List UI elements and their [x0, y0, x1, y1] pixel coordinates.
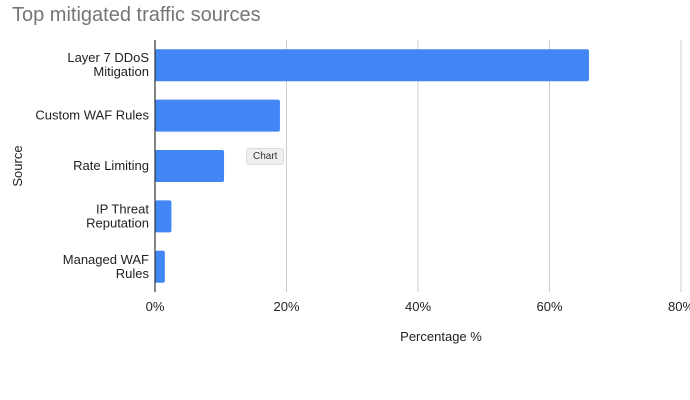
bar-2 — [155, 150, 225, 182]
x-tick-label-2: 40% — [405, 299, 431, 314]
x-tick-label-1: 20% — [273, 299, 299, 314]
category-label-0-0: Layer 7 DDoS — [67, 50, 149, 65]
category-label-3-1: Reputation — [86, 215, 149, 230]
category-label-4-0: Managed WAF — [63, 252, 149, 267]
chart-tooltip: Chart — [246, 148, 285, 165]
category-label-0-1: Mitigation — [93, 64, 149, 79]
x-tick-label-3: 60% — [536, 299, 562, 314]
bar-0 — [155, 49, 589, 82]
category-label-4-1: Rules — [116, 266, 150, 281]
bar-3 — [155, 200, 172, 233]
category-label-2-0: Rate Limiting — [73, 158, 149, 173]
bar-4 — [155, 250, 165, 283]
chart-title: Top mitigated traffic sources — [12, 4, 261, 26]
x-tick-label-4: 80% — [668, 299, 690, 314]
category-label-3-0: IP Threat — [96, 201, 149, 216]
category-label-1-0: Custom WAF Rules — [35, 108, 149, 123]
y-axis-title: Source — [10, 145, 25, 186]
x-tick-label-0: 0% — [146, 299, 165, 314]
x-axis-title: Percentage % — [400, 329, 482, 344]
bar-1 — [155, 99, 280, 132]
